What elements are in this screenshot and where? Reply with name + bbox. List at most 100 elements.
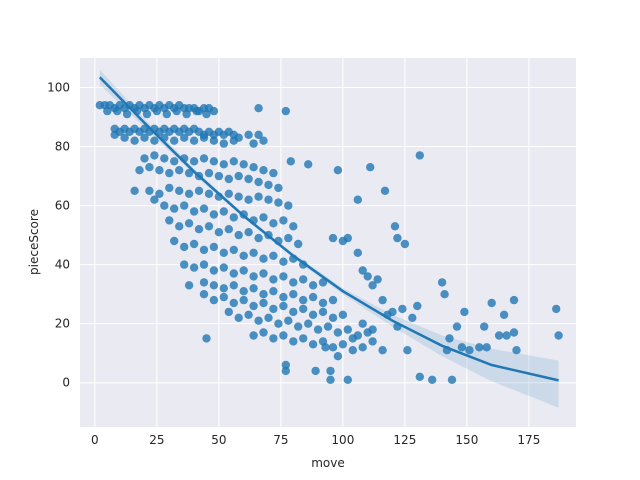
data-point: [219, 292, 228, 302]
data-point: [182, 109, 191, 119]
data-point: [380, 186, 390, 195]
data-point: [209, 136, 219, 145]
data-point: [145, 186, 154, 195]
data-point: [269, 275, 278, 284]
data-point: [323, 322, 333, 331]
x-tick-label: 0: [91, 433, 99, 447]
data-point: [184, 168, 194, 178]
data-point: [199, 154, 209, 163]
data-point: [150, 136, 159, 145]
data-point: [229, 269, 238, 278]
data-point: [554, 331, 563, 340]
data-point: [274, 319, 283, 328]
data-point: [199, 245, 209, 255]
y-tick-label: 60: [55, 199, 70, 213]
data-point: [202, 334, 211, 343]
data-point: [209, 157, 219, 166]
data-point: [229, 245, 238, 255]
data-point: [358, 343, 367, 352]
data-point: [328, 343, 338, 352]
data-point: [249, 272, 258, 281]
data-point: [175, 166, 184, 175]
data-point: [244, 310, 253, 319]
data-point: [254, 177, 263, 187]
data-point: [366, 163, 375, 172]
data-point: [244, 195, 253, 204]
data-point: [194, 186, 204, 195]
data-point: [353, 248, 362, 257]
data-point: [202, 109, 211, 119]
data-point: [219, 160, 228, 169]
data-point: [103, 106, 112, 116]
data-point: [269, 304, 278, 314]
data-point: [460, 307, 469, 317]
y-tick-labels: 0 20 40 60 80 100: [47, 81, 70, 390]
data-point: [189, 263, 199, 272]
data-point: [259, 298, 268, 308]
data-point: [249, 163, 258, 172]
data-point: [284, 233, 293, 243]
data-point: [289, 222, 298, 231]
data-point: [229, 136, 238, 145]
data-point: [378, 295, 387, 305]
data-point: [160, 201, 169, 210]
data-point: [175, 186, 184, 195]
data-point: [299, 304, 308, 314]
data-point: [264, 313, 273, 322]
data-point: [180, 133, 189, 142]
data-point: [294, 239, 303, 249]
data-point: [326, 375, 335, 384]
data-point: [343, 375, 352, 384]
data-point: [189, 239, 199, 249]
data-point: [447, 375, 457, 384]
data-point: [333, 328, 343, 337]
data-point: [199, 204, 209, 213]
data-point: [279, 331, 288, 340]
data-point: [338, 340, 348, 349]
data-point: [509, 295, 519, 305]
data-point: [145, 163, 154, 172]
data-point: [209, 295, 219, 305]
data-point: [239, 295, 248, 305]
data-point: [204, 189, 214, 198]
data-point: [234, 192, 243, 201]
data-point: [209, 266, 219, 275]
data-point: [279, 301, 288, 311]
data-point: [264, 180, 273, 190]
data-point: [170, 136, 179, 145]
x-tick-labels: 0 25 50 75 100 125 150 175: [91, 433, 540, 447]
data-point: [180, 201, 189, 210]
x-tick-label: 100: [331, 433, 354, 447]
data-point: [214, 171, 224, 181]
data-point: [499, 310, 509, 319]
data-point: [259, 269, 268, 278]
data-point: [152, 106, 162, 116]
data-point: [482, 343, 491, 352]
data-point: [199, 133, 209, 142]
data-point: [162, 109, 171, 119]
x-tick-label: 125: [393, 433, 416, 447]
data-point: [289, 307, 298, 317]
data-point: [254, 316, 263, 325]
data-point: [373, 275, 382, 284]
data-point: [214, 228, 224, 237]
data-point: [415, 151, 424, 160]
data-point: [113, 106, 122, 116]
data-point: [279, 272, 288, 281]
data-point: [254, 130, 263, 139]
regression-line-path: [98, 76, 559, 382]
data-point: [239, 287, 248, 296]
data-point: [165, 168, 174, 178]
data-point: [289, 290, 298, 299]
data-point: [259, 166, 268, 175]
data-point: [328, 233, 338, 243]
data-point: [254, 192, 263, 201]
data-point: [175, 222, 184, 231]
data-point: [184, 281, 194, 290]
data-point: [475, 343, 484, 352]
data-point: [408, 313, 417, 322]
data-point: [311, 366, 320, 376]
data-point: [189, 136, 199, 145]
data-point: [289, 337, 298, 346]
data-point: [219, 207, 228, 216]
